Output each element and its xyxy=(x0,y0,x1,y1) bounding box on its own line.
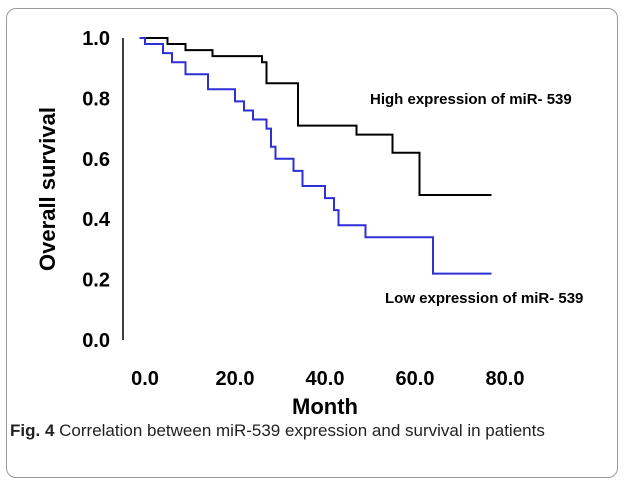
figure-caption-text: Correlation between miR-539 expression a… xyxy=(59,421,545,440)
figure-label: Fig. 4 xyxy=(10,421,55,440)
high-expression-curve xyxy=(139,37,492,196)
legend-low-expression: Low expression of miR- 539 xyxy=(385,290,583,307)
y-tick-label: 1.0 xyxy=(82,28,110,50)
survival-curves xyxy=(139,37,492,275)
x-tick-label: 40.0 xyxy=(306,368,345,390)
legend-high-expression: High expression of miR- 539 xyxy=(370,91,572,108)
y-axis-label: Overall survival xyxy=(35,107,60,271)
low-expression-curve xyxy=(139,37,492,275)
y-tick-label: 0.0 xyxy=(82,330,110,352)
y-tick-label: 0.2 xyxy=(82,270,110,292)
figure-card xyxy=(6,8,618,478)
x-tick-label: 60.0 xyxy=(396,368,435,390)
x-axis-label: Month xyxy=(292,394,358,419)
figure-caption: Fig. 4 Correlation between miR-539 expre… xyxy=(10,420,610,442)
y-tick-label: 0.4 xyxy=(82,209,111,231)
y-tick-label: 0.6 xyxy=(82,149,110,171)
x-tick-label: 0.0 xyxy=(131,368,159,390)
tick-labels: 0.0 0.2 0.4 0.6 0.8 1.0 0.0 20.0 40.0 60.0 80.0 xyxy=(82,28,524,390)
x-tick-label: 80.0 xyxy=(486,368,525,390)
y-tick-label: 0.8 xyxy=(82,88,110,110)
x-tick-label: 20.0 xyxy=(216,368,255,390)
